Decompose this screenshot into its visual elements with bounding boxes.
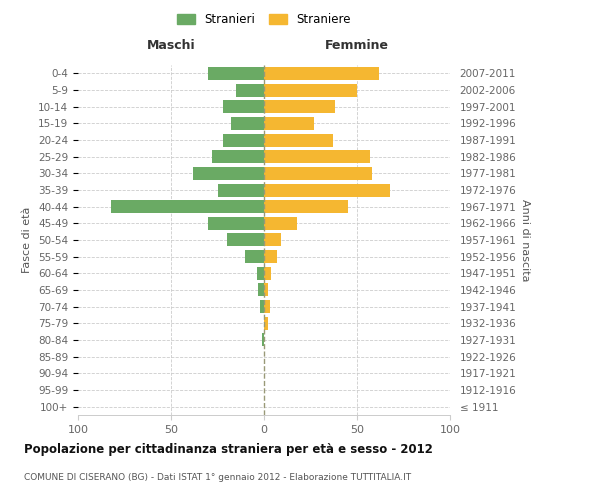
Bar bbox=[236, 84, 264, 96]
Bar bbox=[264, 217, 298, 230]
Bar bbox=[218, 184, 264, 196]
Bar bbox=[264, 234, 281, 246]
Y-axis label: Anni di nascita: Anni di nascita bbox=[520, 198, 530, 281]
Bar bbox=[264, 284, 268, 296]
Legend: Stranieri, Straniere: Stranieri, Straniere bbox=[172, 8, 356, 31]
Y-axis label: Fasce di età: Fasce di età bbox=[22, 207, 32, 273]
Bar bbox=[264, 134, 333, 146]
Bar bbox=[264, 300, 269, 313]
Bar bbox=[230, 117, 264, 130]
Bar bbox=[264, 150, 370, 163]
Bar bbox=[257, 267, 264, 280]
Bar bbox=[264, 117, 314, 130]
Bar bbox=[264, 184, 391, 196]
Bar bbox=[193, 167, 264, 180]
Text: Femmine: Femmine bbox=[325, 38, 389, 52]
Bar bbox=[264, 100, 335, 113]
Bar bbox=[208, 67, 264, 80]
Bar bbox=[245, 250, 264, 263]
Bar bbox=[260, 300, 264, 313]
Bar bbox=[264, 167, 372, 180]
Bar bbox=[264, 250, 277, 263]
Bar bbox=[264, 200, 348, 213]
Bar bbox=[264, 267, 271, 280]
Bar bbox=[264, 67, 379, 80]
Bar bbox=[208, 217, 264, 230]
Bar bbox=[223, 134, 264, 146]
Text: COMUNE DI CISERANO (BG) - Dati ISTAT 1° gennaio 2012 - Elaborazione TUTTITALIA.I: COMUNE DI CISERANO (BG) - Dati ISTAT 1° … bbox=[24, 472, 411, 482]
Bar bbox=[212, 150, 264, 163]
Bar bbox=[223, 100, 264, 113]
Bar bbox=[262, 334, 264, 346]
Bar bbox=[259, 284, 264, 296]
Text: Popolazione per cittadinanza straniera per età e sesso - 2012: Popolazione per cittadinanza straniera p… bbox=[24, 442, 433, 456]
Bar bbox=[264, 84, 357, 96]
Bar bbox=[264, 317, 268, 330]
Text: Maschi: Maschi bbox=[146, 38, 196, 52]
Bar bbox=[112, 200, 264, 213]
Bar bbox=[227, 234, 264, 246]
